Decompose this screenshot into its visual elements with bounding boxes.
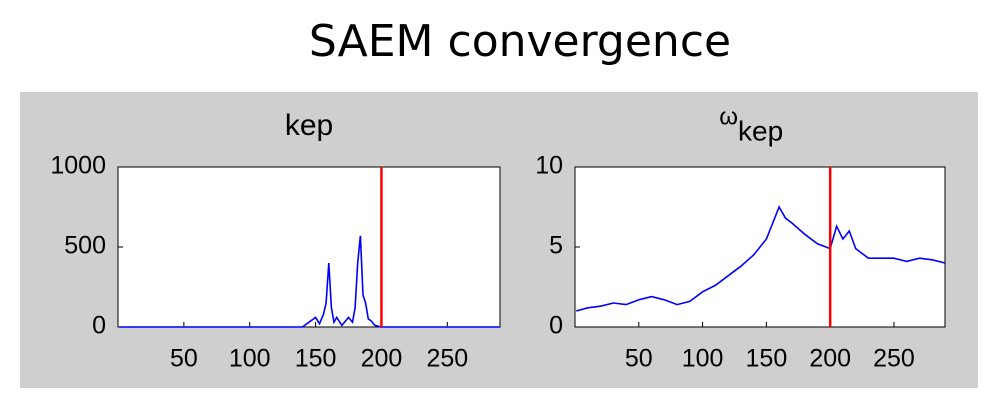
y-tick-label: 0 — [549, 312, 563, 340]
x-tick-label: 100 — [229, 345, 271, 373]
page-title: SAEM convergence — [309, 16, 731, 67]
y-tick-label: 10 — [535, 152, 563, 180]
x-tick-label: 100 — [682, 345, 724, 373]
y-tick-label: 5 — [549, 232, 563, 260]
x-tick-label: 200 — [361, 345, 403, 373]
y-tick-label: 1000 — [50, 152, 106, 180]
subplot-title-subscript: kep — [738, 115, 783, 146]
data-line — [576, 205, 946, 312]
x-tick-label: 200 — [809, 345, 851, 373]
x-tick-label: 250 — [873, 345, 915, 373]
y-tick-label: 0 — [92, 312, 106, 340]
x-tick-label: 50 — [170, 345, 198, 373]
subplot-title: ω — [719, 103, 738, 130]
plot-area — [117, 166, 501, 328]
x-tick-label: 150 — [746, 345, 788, 373]
x-tick-label: 150 — [295, 345, 337, 373]
y-tick-label: 500 — [64, 232, 106, 260]
x-tick-label: 250 — [426, 345, 468, 373]
data-line — [119, 235, 500, 328]
subplot-title: kep — [285, 109, 333, 142]
x-tick-label: 50 — [625, 345, 653, 373]
